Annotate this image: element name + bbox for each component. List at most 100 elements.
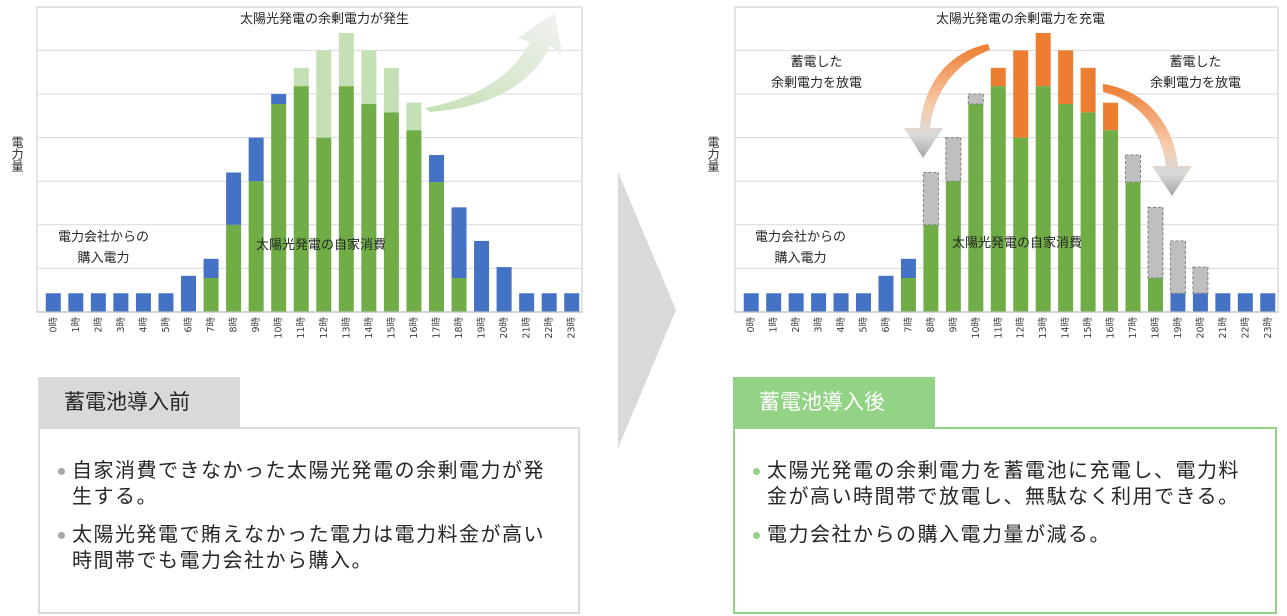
bar-segment <box>1103 102 1119 131</box>
bar-segment <box>1035 86 1051 312</box>
bar-segment <box>1237 293 1253 312</box>
bar-segment <box>743 293 759 312</box>
chart-before: 0時 1時 2時 3時 4時 5時 6時 7時 8時 9時 10時 11時 12時 13時 14時 15時 16… <box>0 0 600 360</box>
bar-segment <box>990 67 1006 87</box>
purchase-annotation-line1: 電力会社からの <box>58 230 150 245</box>
x-tick-label: 17時 <box>431 317 442 339</box>
before-bullet-list: 自家消費できなかった太陽光発電の余剰電力が発生する。 太陽光発電で賄えなかった電… <box>40 429 578 573</box>
x-tick-label: 8時 <box>926 317 937 333</box>
bar-segment <box>788 293 804 312</box>
bullet-dot-icon <box>753 468 760 475</box>
bar-segment <box>406 130 422 312</box>
x-tick-label: 5時 <box>859 317 870 333</box>
purchase-annotation: 電力会社からの 購入電力 <box>58 227 149 269</box>
bar-segment <box>1192 266 1209 294</box>
bar-segment <box>1058 104 1074 312</box>
bar-segment <box>451 277 467 312</box>
bar-segment <box>474 240 490 312</box>
x-tick-label: 22時 <box>1240 317 1251 339</box>
bar-segment <box>945 181 961 312</box>
bar-segment <box>338 32 354 87</box>
x-tick-label: 14時 <box>1061 317 1072 339</box>
x-tick-label: 6時 <box>881 317 892 333</box>
x-tick-label: 13時 <box>341 317 352 339</box>
bar-segment <box>519 293 535 312</box>
bullet-text: 電力会社からの購入電力量が減る。 <box>767 522 1111 546</box>
bar-segment <box>451 207 467 278</box>
bar-segment <box>496 267 512 312</box>
bullet-text: 自家消費できなかった太陽光発電の余剰電力が発生する。 <box>72 458 545 508</box>
bar-segment <box>293 86 309 312</box>
bar-segment <box>1058 50 1074 105</box>
discharge-left-annotation: 蓄電した 余剰電力を放電 <box>771 52 862 94</box>
bar-segment <box>316 50 332 138</box>
x-tick-label: 6時 <box>184 317 195 333</box>
bar-segment <box>271 94 287 105</box>
bar-segment <box>990 86 1006 312</box>
y-axis-label: 電力量 <box>706 136 720 172</box>
bar-segment <box>248 137 264 182</box>
bar-segment <box>113 293 129 312</box>
before-tab-label: 蓄電池導入前 <box>38 377 240 427</box>
bar-segment <box>766 293 782 312</box>
x-tick-label: 15時 <box>386 317 397 339</box>
purchase-annotation: 電力会社からの 購入電力 <box>755 227 846 269</box>
bar-segment <box>967 93 984 105</box>
bar-segment <box>1080 67 1096 113</box>
x-tick-label: 11時 <box>993 317 1004 339</box>
x-tick-label: 2時 <box>93 317 104 333</box>
bar-segment <box>1103 130 1119 312</box>
bar-segment <box>1147 206 1164 279</box>
discharge-right-line1: 蓄電した <box>1169 55 1222 70</box>
bar-segment <box>293 67 309 87</box>
bar-segment <box>338 86 354 312</box>
chart-before-plot: 0時 1時 2時 3時 4時 5時 6時 7時 8時 9時 10時 11時 12時 13時 14時 15時 16… <box>36 6 583 339</box>
bar-segment <box>878 275 894 312</box>
x-tick-label: 20時 <box>1195 317 1206 339</box>
bullet-dot-icon <box>753 532 760 539</box>
x-tick-label: 16時 <box>1106 317 1117 339</box>
x-tick-label: 4時 <box>138 317 149 333</box>
x-tick-label: 5時 <box>161 317 172 333</box>
x-tick-label: 15時 <box>1083 317 1094 339</box>
bar-segment <box>1013 50 1029 138</box>
bar-segment <box>383 67 399 113</box>
bar-segment <box>203 258 219 278</box>
after-description-box: 太陽光発電の余剰電力を蓄電池に充電し、電力料金が高い時間帯で放電し、無駄なく利用… <box>733 427 1277 614</box>
bar-segment <box>900 277 916 312</box>
x-tick-label: 0時 <box>746 317 757 333</box>
self-consumption-annotation: 太陽光発電の自家消費 <box>952 236 1083 251</box>
discharge-left-arrow-icon <box>904 44 990 158</box>
bar-segment <box>923 224 939 312</box>
bar-segment <box>203 277 219 312</box>
x-tick-label: 7時 <box>903 317 914 333</box>
bar-segment <box>1035 32 1051 87</box>
x-tick-label: 13時 <box>1038 317 1049 339</box>
bar-segment <box>922 171 939 226</box>
bullet-item: 太陽光発電の余剰電力を蓄電池に充電し、電力料金が高い時間帯で放電し、無駄なく利用… <box>749 457 1257 509</box>
bar-segment <box>1170 293 1186 312</box>
x-tick-label: 16時 <box>409 317 420 339</box>
bullet-text: 太陽光発電の余剰電力を蓄電池に充電し、電力料金が高い時間帯で放電し、無駄なく利用… <box>767 458 1240 508</box>
bar-segment <box>1147 277 1163 312</box>
bar-segment <box>1125 182 1141 312</box>
x-tick-label: 20時 <box>499 317 510 339</box>
bar-segment <box>68 293 84 312</box>
bar-segment <box>945 137 962 182</box>
bar-segment <box>428 155 444 183</box>
bar-segment <box>1215 293 1231 312</box>
purchase-annotation-line1: 電力会社からの <box>755 230 847 245</box>
after-bullet-list: 太陽光発電の余剰電力を蓄電池に充電し、電力料金が高い時間帯で放電し、無駄なく利用… <box>735 429 1275 547</box>
x-tick-label: 22時 <box>544 317 555 339</box>
x-tick-label: 19時 <box>477 317 488 339</box>
bar-segment <box>856 293 872 312</box>
bar-segment <box>541 293 557 312</box>
bar-segment <box>271 104 287 312</box>
x-tick-label: 18時 <box>1150 317 1161 339</box>
bullet-dot-icon <box>58 532 65 539</box>
bar-segment <box>811 293 827 312</box>
y-axis-label: 電力量 <box>10 136 24 172</box>
bar-segment <box>1169 240 1186 294</box>
x-tick-label: 17時 <box>1128 317 1139 339</box>
bar-segment <box>833 293 849 312</box>
